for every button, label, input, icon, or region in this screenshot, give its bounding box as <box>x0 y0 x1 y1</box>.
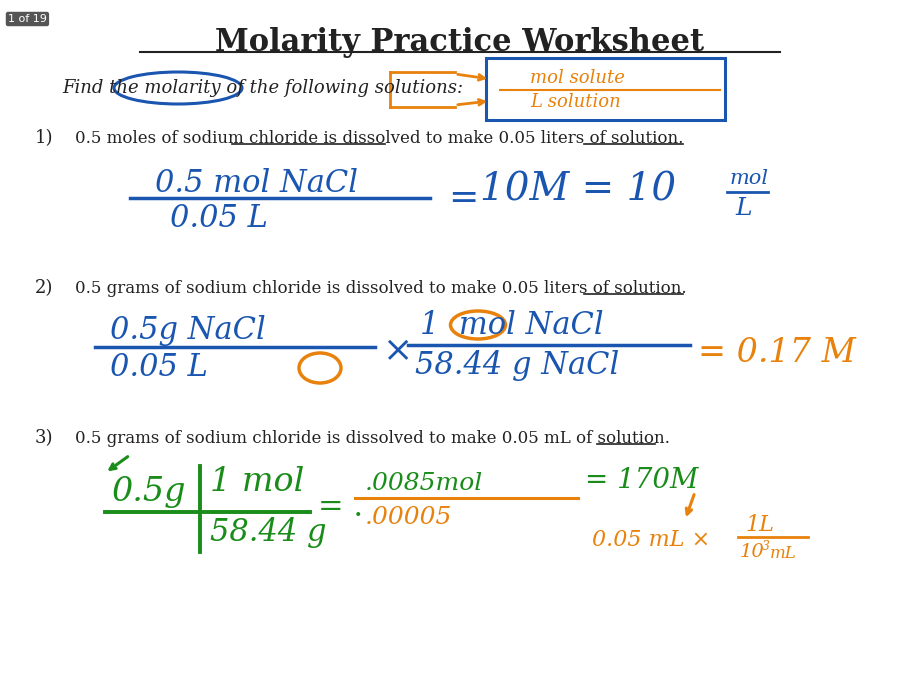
Text: .00005: .00005 <box>365 506 452 529</box>
Text: 1 of 19: 1 of 19 <box>8 14 47 24</box>
Text: 2): 2) <box>35 279 53 297</box>
Text: 0.5g: 0.5g <box>112 476 186 508</box>
Text: 1  mol NaCl: 1 mol NaCl <box>420 310 603 341</box>
Text: 0.5g NaCl: 0.5g NaCl <box>110 314 266 346</box>
Text: 1 mol: 1 mol <box>210 466 304 498</box>
Text: 0.5 moles of sodium chloride is dissolved to make 0.05 liters of solution.: 0.5 moles of sodium chloride is dissolve… <box>75 129 683 146</box>
Text: Molarity Practice Worksheet: Molarity Practice Worksheet <box>216 26 705 57</box>
Text: = 170M: = 170M <box>585 466 698 493</box>
Text: L: L <box>735 196 752 220</box>
Text: 1L: 1L <box>745 514 774 536</box>
Text: L solution: L solution <box>530 93 621 111</box>
Text: 3: 3 <box>762 540 770 553</box>
Text: 10M = 10: 10M = 10 <box>480 171 676 209</box>
Text: 0.5 grams of sodium chloride is dissolved to make 0.05 mL of solution.: 0.5 grams of sodium chloride is dissolve… <box>75 430 670 446</box>
Text: 1): 1) <box>35 129 53 147</box>
Text: Find the molarity of the following solutions:: Find the molarity of the following solut… <box>62 79 463 97</box>
Text: 58.44 g NaCl: 58.44 g NaCl <box>415 350 619 381</box>
Text: 0.5 mol NaCl: 0.5 mol NaCl <box>155 167 358 198</box>
Text: mol solute: mol solute <box>530 69 624 87</box>
Text: 0.5 grams of sodium chloride is dissolved to make 0.05 liters of solution.: 0.5 grams of sodium chloride is dissolve… <box>75 279 687 296</box>
Text: 0.05 mL ×: 0.05 mL × <box>592 529 710 551</box>
Text: 3): 3) <box>35 429 53 447</box>
Text: 0.05 L: 0.05 L <box>110 352 208 383</box>
Text: = 0.17 M: = 0.17 M <box>698 337 856 369</box>
Text: =: = <box>448 181 478 215</box>
Text: mol: mol <box>730 169 769 187</box>
Text: 58.44 g: 58.44 g <box>210 518 327 549</box>
Text: 10: 10 <box>740 543 764 561</box>
Text: .0085mol: .0085mol <box>365 471 484 495</box>
Text: mL: mL <box>770 545 797 562</box>
Text: 0.05 L: 0.05 L <box>170 202 268 234</box>
Text: ×: × <box>383 333 414 367</box>
Text: = .: = . <box>318 493 363 524</box>
